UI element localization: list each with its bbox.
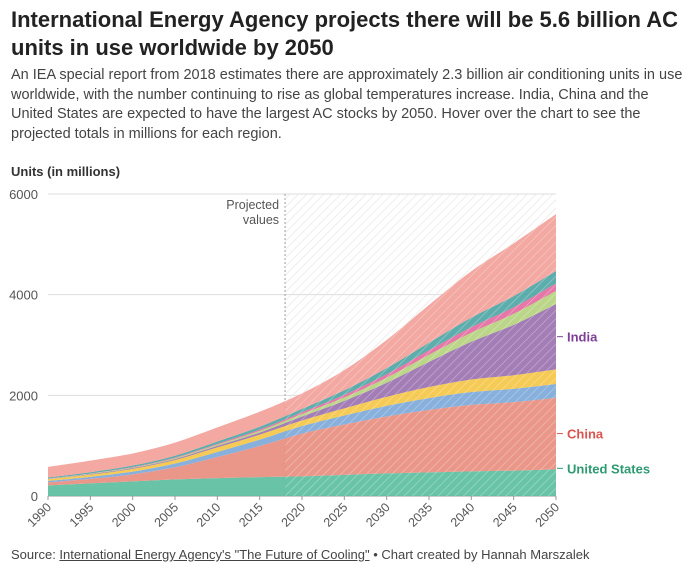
x-tick-label: 2050 xyxy=(533,500,563,530)
x-tick-label: 1995 xyxy=(67,500,97,530)
page-subtitle: An IEA special report from 2018 estimate… xyxy=(11,67,683,142)
x-tick-label: 1990 xyxy=(25,500,55,530)
x-tick-label: 2000 xyxy=(109,500,139,530)
x-tick-label: 2015 xyxy=(236,500,266,530)
page-title: International Energy Agency projects the… xyxy=(11,7,679,60)
y-axis-ticks: 0 2000 4000 6000 xyxy=(9,187,38,504)
x-tick-label: 2020 xyxy=(279,500,309,530)
x-tick-label: 2025 xyxy=(321,500,351,530)
y-tick-label: 6000 xyxy=(9,187,38,202)
x-tick-label: 2035 xyxy=(406,500,436,530)
source-note: Source: International Energy Agency's "T… xyxy=(11,547,589,562)
x-tick-label: 2045 xyxy=(490,500,520,530)
source-link[interactable]: International Energy Agency's "The Futur… xyxy=(59,547,370,562)
y-axis-title: Units (in millions) xyxy=(11,164,120,179)
x-tick-label: 2030 xyxy=(363,500,393,530)
y-tick-label: 0 xyxy=(31,489,38,504)
source-prefix: Source: xyxy=(11,547,60,562)
series-label-india: India xyxy=(567,330,598,345)
series-labels: United States China India xyxy=(557,330,650,476)
y-tick-label: 2000 xyxy=(9,388,38,403)
x-tick-label: 2010 xyxy=(194,500,224,530)
x-tick-label: 2005 xyxy=(152,500,182,530)
series-label-china: China xyxy=(567,427,604,442)
series-label-united-states: United States xyxy=(567,461,650,476)
projection-overlay xyxy=(285,194,556,496)
x-tick-label: 2040 xyxy=(448,500,478,530)
y-tick-label: 4000 xyxy=(9,288,38,303)
projection-label-line: values xyxy=(243,213,279,227)
source-suffix: • Chart created by Hannah Marszalek xyxy=(369,547,590,562)
x-axis-ticks: 1990 1995 2000 2005 2010 2015 2020 2025 2030 2035… xyxy=(25,496,563,530)
projection-label-line: Projected xyxy=(226,198,279,212)
